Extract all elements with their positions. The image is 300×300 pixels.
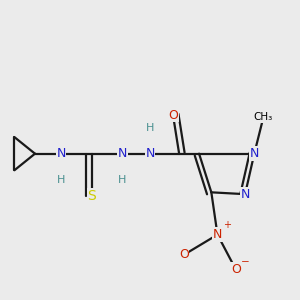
Text: N: N <box>250 147 259 160</box>
Text: H: H <box>57 175 65 185</box>
Text: N: N <box>213 228 222 241</box>
Text: N: N <box>56 147 66 160</box>
Text: N: N <box>145 147 155 160</box>
Text: O: O <box>231 263 241 276</box>
Text: S: S <box>87 189 96 203</box>
Text: +: + <box>223 220 231 230</box>
Text: CH₃: CH₃ <box>254 112 273 122</box>
Text: O: O <box>179 248 189 261</box>
Text: N: N <box>240 188 250 201</box>
Text: −: − <box>241 257 250 267</box>
Text: H: H <box>146 123 154 133</box>
Text: O: O <box>168 109 178 122</box>
Text: H: H <box>118 175 127 185</box>
Text: N: N <box>118 147 127 160</box>
